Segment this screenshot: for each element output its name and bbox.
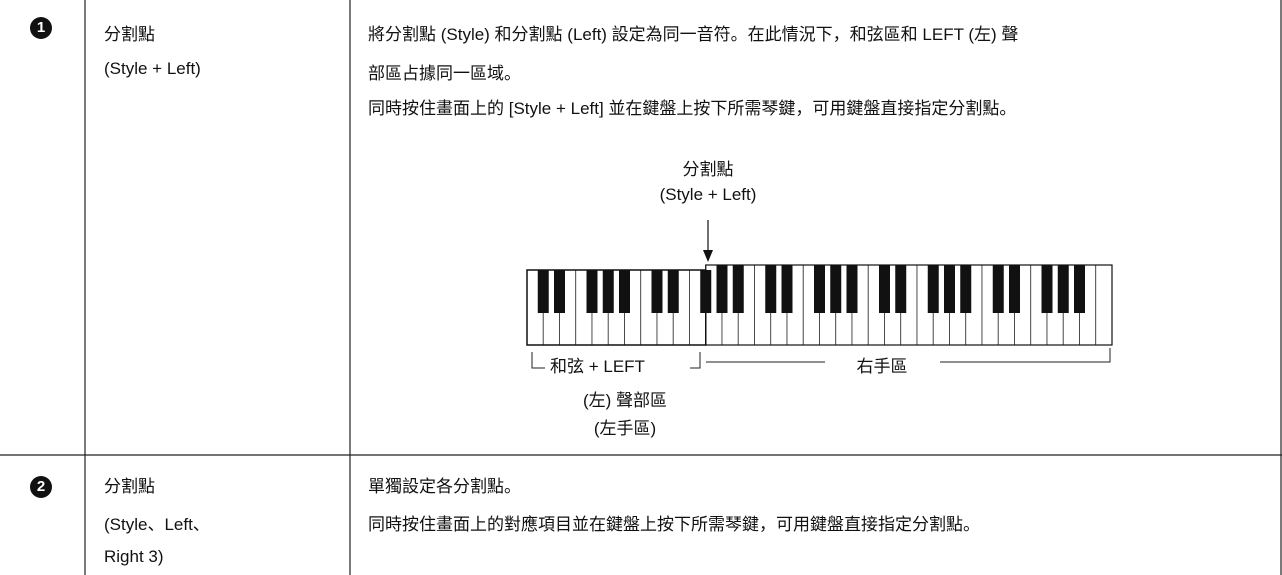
right-label: 右手區 bbox=[856, 357, 908, 376]
row-name: 分割點 bbox=[104, 477, 155, 496]
left-label: 和弦 + LEFT bbox=[550, 357, 645, 376]
piano-key bbox=[814, 265, 825, 313]
piano-key bbox=[879, 265, 890, 313]
piano-key bbox=[700, 270, 712, 313]
piano-key bbox=[992, 265, 1004, 313]
piano-key bbox=[554, 270, 565, 313]
piano-key bbox=[1095, 264, 1113, 346]
row-name: Right 3) bbox=[104, 547, 164, 566]
piano-key bbox=[602, 270, 614, 313]
piano-key bbox=[960, 265, 972, 313]
piano-key bbox=[716, 265, 728, 313]
split-label: (Style + Left) bbox=[659, 185, 757, 204]
left-label: (左手區) bbox=[593, 419, 657, 438]
piano-key bbox=[830, 265, 842, 313]
split-label: 分割點 bbox=[682, 160, 734, 179]
description: 將分割點 (Style) 和分割點 (Left) 設定為同一音符。在此情況下，和… bbox=[368, 25, 1019, 44]
piano-key bbox=[1041, 265, 1053, 313]
piano-key bbox=[781, 265, 793, 313]
description: 部區占據同一區域。 bbox=[368, 64, 521, 83]
piano-key bbox=[586, 270, 598, 313]
piano-key bbox=[927, 265, 939, 313]
description: 同時按住畫面上的 [Style + Left] 並在鍵盤上按下所需琴鍵，可用鍵盤… bbox=[368, 99, 1017, 118]
piano-key bbox=[667, 270, 679, 313]
piano-key bbox=[765, 265, 777, 313]
piano-key bbox=[651, 270, 663, 313]
piano-key bbox=[895, 265, 907, 313]
row-name: (Style + Left) bbox=[104, 59, 201, 78]
piano-key bbox=[732, 265, 744, 313]
row-number: 2 bbox=[30, 476, 52, 498]
row-name: 分割點 bbox=[104, 25, 155, 44]
description: 同時按住畫面上的對應項目並在鍵盤上按下所需琴鍵，可用鍵盤直接指定分割點。 bbox=[368, 515, 980, 534]
piano-key bbox=[537, 270, 549, 313]
left-label: (左) 聲部區 bbox=[582, 391, 668, 410]
row-name: (Style、Left、 bbox=[104, 515, 210, 534]
piano-key bbox=[1057, 265, 1069, 313]
row-number: 1 bbox=[30, 17, 52, 39]
piano-key bbox=[944, 265, 955, 313]
description: 單獨設定各分割點。 bbox=[368, 477, 521, 496]
piano-key bbox=[1009, 265, 1020, 313]
piano-key bbox=[619, 270, 630, 313]
piano-key bbox=[1074, 265, 1085, 313]
piano-key bbox=[846, 265, 858, 313]
